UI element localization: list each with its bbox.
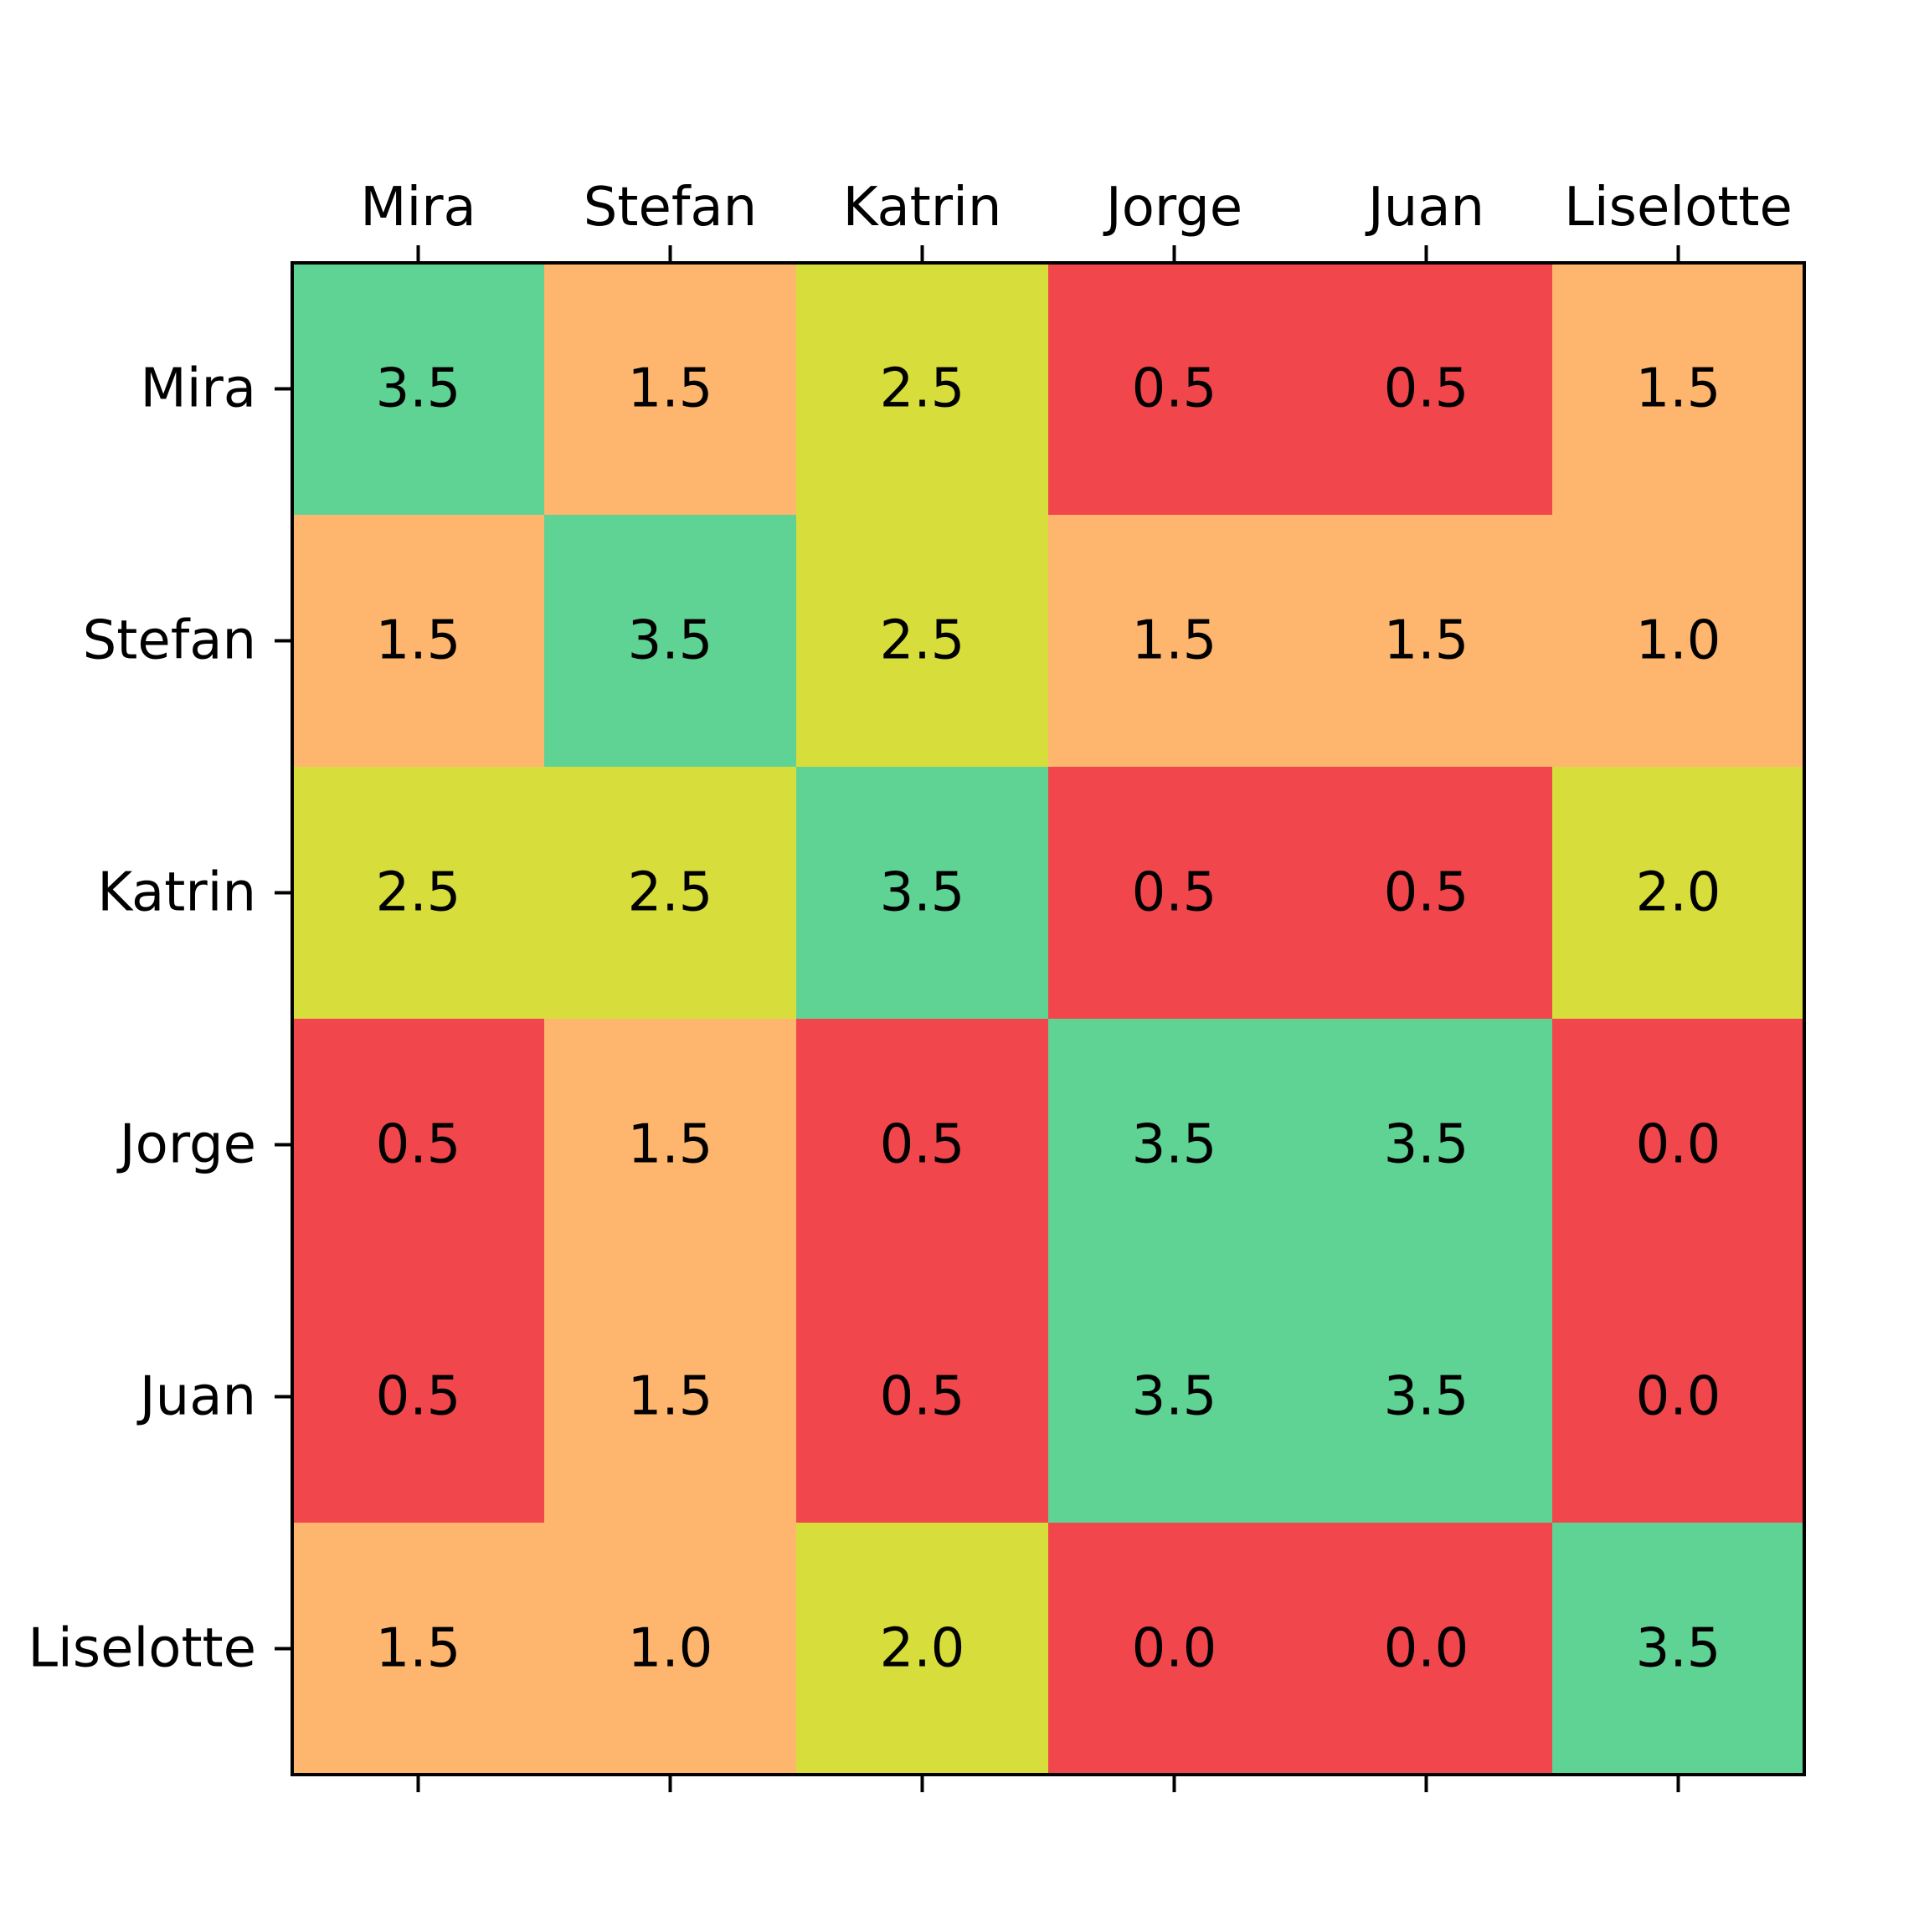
cell-value-label: 1.5 — [628, 1114, 713, 1176]
heatmap-cell — [1552, 1523, 1805, 1775]
heatmap-cell — [1048, 1271, 1301, 1524]
heatmap-cell — [796, 1523, 1049, 1775]
y-tick-label: Juan — [136, 1366, 256, 1428]
heatmap-cell — [1048, 767, 1301, 1020]
y-tick-label: Liselotte — [28, 1618, 256, 1680]
cell-value-label: 0.5 — [1384, 358, 1469, 420]
heatmap-cell — [544, 1019, 797, 1272]
heatmap-cell — [1552, 263, 1805, 516]
heatmap-cell — [1300, 1523, 1553, 1775]
cell-value-label: 0.0 — [1384, 1618, 1469, 1680]
heatmap-cell — [1300, 515, 1553, 768]
heatmap-cell — [1552, 1019, 1805, 1272]
cell-value-label: 1.5 — [1132, 610, 1217, 672]
x-tick-label: Jorge — [1103, 177, 1242, 239]
cell-value-label: 3.5 — [1132, 1114, 1217, 1176]
heatmap-cell — [1048, 515, 1301, 768]
y-tick-label: Katrin — [97, 862, 256, 924]
heatmap-cell — [1048, 1019, 1301, 1272]
heatmap-cell — [1552, 767, 1805, 1020]
cell-value-label: 0.5 — [376, 1366, 461, 1428]
x-tick-label: Liselotte — [1564, 177, 1793, 239]
y-tick-label: Mira — [140, 358, 256, 420]
cell-value-label: 2.5 — [880, 610, 965, 672]
heatmap-cell — [1552, 1271, 1805, 1524]
cell-value-label: 1.0 — [1636, 610, 1721, 672]
heatmap-cell — [796, 515, 1049, 768]
cell-value-label: 1.5 — [628, 358, 713, 420]
heatmap-cell — [796, 1019, 1049, 1272]
heatmap-value-labels: 3.5 1.5 2.5 0.5 0.5 1.5 1.5 3.5 2.5 1.5 1.5 1.0 2.5 2… — [376, 358, 1721, 1680]
heatmap-cell — [292, 263, 545, 516]
x-tick-label: Juan — [1365, 177, 1484, 239]
heatmap-cell — [292, 515, 545, 768]
cell-value-label: 2.5 — [628, 862, 713, 924]
heatmap-cell — [544, 767, 797, 1020]
heatmap-cell — [292, 1523, 545, 1775]
y-tick-label: Stefan — [83, 610, 256, 672]
cell-value-label: 3.5 — [628, 610, 713, 672]
cell-value-label: 3.5 — [1384, 1114, 1469, 1176]
heatmap-cell — [292, 767, 545, 1020]
cell-value-label: 2.5 — [880, 358, 965, 420]
cell-value-label: 1.5 — [628, 1366, 713, 1428]
heatmap-cell — [544, 1271, 797, 1524]
cell-value-label: 0.0 — [1636, 1366, 1721, 1428]
heatmap-cell — [1300, 1271, 1553, 1524]
heatmap-cell — [544, 515, 797, 768]
cell-value-label: 3.5 — [1132, 1366, 1217, 1428]
heatmap-cell — [1552, 515, 1805, 768]
cell-value-label: 3.5 — [1636, 1618, 1721, 1680]
cell-value-label: 1.5 — [376, 1618, 461, 1680]
cell-value-label: 1.5 — [1636, 358, 1721, 420]
cell-value-label: 1.5 — [376, 610, 461, 672]
heatmap-cell — [544, 1523, 797, 1775]
heatmap-cell — [796, 767, 1049, 1020]
cell-value-label: 1.5 — [1384, 610, 1469, 672]
cell-value-label: 0.5 — [1384, 862, 1469, 924]
heatmap-cell — [292, 1019, 545, 1272]
heatmap-axes: Mira Stefan Katrin Jorge Juan Liselotte Mira St… — [28, 177, 1806, 1792]
heatmap-cell — [1300, 1019, 1553, 1272]
plot-frame — [291, 261, 1806, 1776]
heatmap-cell — [1048, 263, 1301, 516]
cell-value-label: 3.5 — [1384, 1366, 1469, 1428]
cell-value-label: 0.0 — [1636, 1114, 1721, 1176]
heatmap-cell — [1048, 1523, 1301, 1775]
cell-value-label: 2.0 — [1636, 862, 1721, 924]
cell-value-label: 0.0 — [1132, 1618, 1217, 1680]
heatmap-cell — [544, 263, 797, 516]
heatmap-cell — [1300, 263, 1553, 516]
heatmap-cell — [1300, 767, 1553, 1020]
cell-value-label: 1.0 — [628, 1618, 713, 1680]
cell-value-label: 3.5 — [880, 862, 965, 924]
heatmap-cell — [796, 263, 1049, 516]
heatmap-cell — [292, 1271, 545, 1524]
cell-value-label: 0.5 — [376, 1114, 461, 1176]
cell-value-label: 0.5 — [880, 1114, 965, 1176]
heatmap-cell — [796, 1271, 1049, 1524]
y-tick-label: Jorge — [116, 1114, 256, 1176]
cell-value-label: 0.5 — [1132, 862, 1217, 924]
cell-value-label: 2.0 — [880, 1618, 965, 1680]
cell-value-label: 0.5 — [880, 1366, 965, 1428]
cell-value-label: 2.5 — [376, 862, 461, 924]
cell-value-label: 0.5 — [1132, 358, 1217, 420]
cell-value-label: 3.5 — [376, 358, 461, 420]
x-tick-label: Katrin — [843, 177, 1002, 239]
x-tick-label: Mira — [360, 177, 476, 239]
heatmap-cells — [292, 263, 1805, 1775]
x-tick-label: Stefan — [584, 177, 757, 239]
